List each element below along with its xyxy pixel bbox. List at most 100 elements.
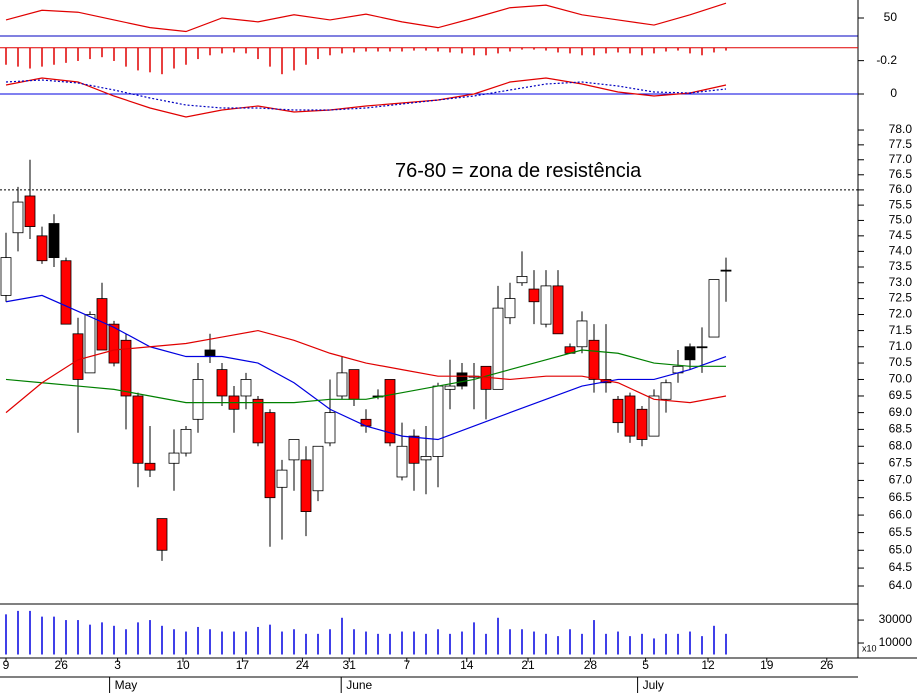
candle-body	[108, 323, 120, 364]
y-tick-label: 65.5	[889, 525, 913, 539]
y-tick-label: 77.5	[889, 137, 913, 151]
y-tick-label: 64.0	[889, 578, 913, 592]
y-tick-label: 64.5	[889, 560, 913, 574]
y-tick-label: 75.5	[889, 197, 913, 211]
x-tick-label: 24	[296, 658, 310, 672]
candle-body	[348, 369, 360, 400]
y-tick-label: 75.0	[889, 213, 913, 227]
candle-body	[168, 452, 180, 464]
line-series	[5, 294, 727, 441]
y-tick-label: 71.0	[889, 339, 913, 353]
candle-body	[396, 445, 408, 478]
y-tick-label: 65.0	[889, 542, 913, 556]
candle-body	[336, 372, 348, 397]
candle-body	[60, 260, 72, 325]
x-tick-label: 5	[642, 658, 649, 672]
y-tick-label: 74.5	[889, 228, 913, 242]
y-tick-label: 67.5	[889, 455, 913, 469]
candle-body	[132, 395, 144, 464]
y-tick-label: 67.0	[889, 473, 913, 487]
line-series	[5, 2, 727, 33]
candle-body	[252, 398, 264, 444]
line-series	[5, 79, 727, 111]
candle-body	[432, 385, 444, 457]
y-tick-label: 71.5	[889, 323, 913, 337]
candle-body	[504, 298, 516, 319]
y-tick-label: 77.0	[889, 152, 913, 166]
x-tick-label: 7	[403, 658, 410, 672]
y-tick-label: 66.5	[889, 490, 913, 504]
x-tick-label: 10	[176, 658, 190, 672]
x-tick-label: 21	[521, 658, 535, 672]
y-tick-label: 69.5	[889, 388, 913, 402]
candle-body	[444, 385, 456, 390]
x-tick-label: 3	[114, 658, 121, 672]
month-label: May	[115, 678, 138, 692]
y-tick-label: 68.0	[889, 438, 913, 452]
y-tick-label: 70.5	[889, 355, 913, 369]
y-tick-label: -0.2	[876, 53, 897, 67]
y-tick-label: 73.5	[889, 259, 913, 273]
x-tick-label: 26	[55, 658, 69, 672]
candle-body	[12, 201, 24, 234]
candle-body	[192, 379, 204, 420]
candle-body	[720, 269, 732, 272]
y-tick-label: 70.0	[889, 372, 913, 386]
candle-body	[264, 412, 276, 499]
y-tick-label: 72.5	[889, 291, 913, 305]
candle-body	[120, 339, 132, 397]
y-tick-label: 0	[890, 86, 897, 100]
month-label: June	[346, 678, 372, 692]
candle-body	[24, 195, 36, 227]
candle-body	[708, 279, 720, 338]
x-tick-label: 14	[460, 658, 474, 672]
y-tick-label: 66.0	[889, 507, 913, 521]
candle-body	[144, 462, 156, 471]
x-tick-label: 19	[760, 658, 774, 672]
candle-body	[288, 439, 300, 461]
candle-body	[384, 379, 396, 444]
y-tick-label: 74.0	[889, 244, 913, 258]
candle-body	[96, 298, 108, 351]
candle-body	[648, 395, 660, 437]
candle-body	[324, 412, 336, 444]
x-tick-label: 12	[701, 658, 715, 672]
y-tick-label: 78.0	[889, 122, 913, 136]
candle-body	[420, 456, 432, 461]
x-tick-label: 28	[584, 658, 598, 672]
candle-body	[156, 518, 168, 551]
candle-body	[84, 314, 96, 374]
candle-body	[684, 346, 696, 361]
x-tick-label: 31	[343, 658, 357, 672]
candle-body	[528, 288, 540, 303]
y-tick-label: 76.0	[889, 182, 913, 196]
y-tick-label: 72.0	[889, 307, 913, 321]
y-tick-label: 30000	[879, 612, 913, 626]
candle-body	[696, 346, 708, 349]
annotation: 76-80 = zona de resistência	[395, 160, 642, 182]
multiplier-label: x10	[862, 643, 877, 653]
candle-body	[540, 285, 552, 325]
candle-body	[180, 428, 192, 454]
y-tick-label: 10000	[879, 635, 913, 649]
candle-body	[276, 469, 288, 488]
candle-body	[456, 372, 468, 387]
candle-body	[216, 369, 228, 397]
candle-body	[516, 276, 528, 284]
candle-body	[408, 435, 420, 464]
candle-body	[204, 349, 216, 357]
y-tick-label: 73.0	[889, 275, 913, 289]
candle-body	[552, 285, 564, 335]
line-series	[5, 329, 727, 414]
line-series	[5, 77, 727, 118]
candle-body	[636, 408, 648, 440]
candle-body	[624, 395, 636, 437]
candle-body	[588, 339, 600, 380]
y-tick-label: 69.0	[889, 405, 913, 419]
y-tick-label: 50	[884, 10, 898, 24]
candle-body	[0, 257, 12, 296]
candle-body	[300, 459, 312, 512]
x-tick-label: 26	[820, 658, 834, 672]
y-tick-label: 68.5	[889, 422, 913, 436]
